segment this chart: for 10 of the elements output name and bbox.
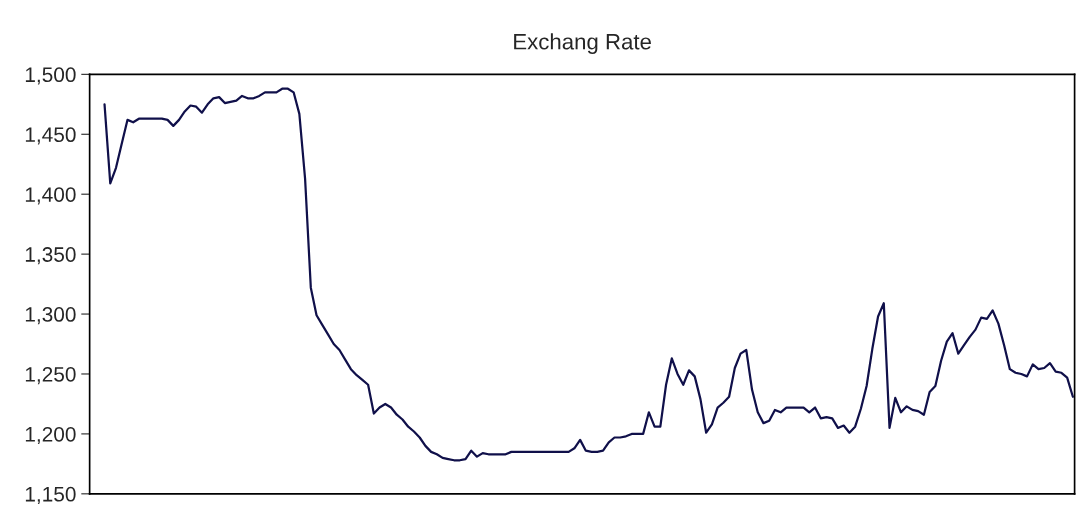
y-tick-label: 1,150 <box>25 486 76 505</box>
y-tick-label: 1,250 <box>25 366 76 385</box>
chart-title: Exchang Rate <box>514 33 651 54</box>
y-tick-label: 1,300 <box>25 307 76 325</box>
y-tick-label: 1,200 <box>25 426 76 445</box>
line-series <box>103 87 1074 462</box>
y-tick-label: 1,500 <box>25 67 76 85</box>
y-tick-label: 1,400 <box>25 187 76 205</box>
y-tick-label: 1,350 <box>25 247 76 265</box>
y-tick-label: 1,450 <box>25 127 76 145</box>
